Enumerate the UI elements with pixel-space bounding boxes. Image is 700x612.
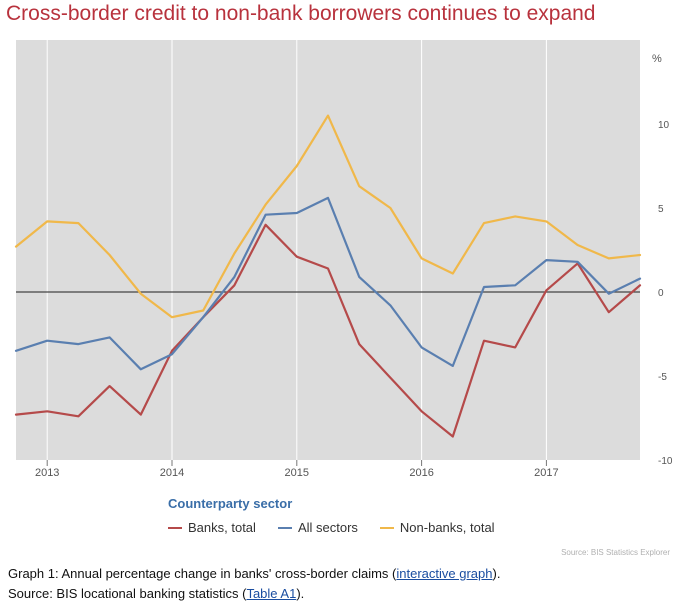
chart-title: Cross-border credit to non-bank borrower…	[6, 2, 596, 25]
plot-area	[16, 40, 640, 460]
series-line-all-sectors	[14, 196, 642, 371]
y-tick-label: 10	[658, 120, 670, 131]
line-chart: -10 -5 0 5 10 2013 2014 2015 2016 2017 %	[14, 40, 673, 479]
x-tick-label: 2015	[285, 467, 309, 479]
interactive-graph-link[interactable]: interactive graph	[396, 566, 493, 581]
series-layer	[14, 114, 642, 438]
legend-swatch-all-sectors	[277, 526, 292, 529]
legend-label-non-banks: Non-banks, total	[399, 520, 495, 535]
legend-item-banks: Banks, total	[168, 520, 256, 535]
x-tick-label: 2017	[534, 467, 558, 479]
legend-swatch-banks	[168, 526, 182, 529]
caption-line-2: Source: BIS locational banking statistic…	[8, 584, 500, 604]
caption-line-1-suffix: ).	[492, 566, 501, 581]
x-tick-label: 2014	[160, 467, 184, 479]
caption-line-2-text: Source: BIS locational banking statistic…	[8, 586, 247, 601]
legend: Banks, total All sectors Non-banks, tota…	[168, 520, 495, 535]
y-tick-label: 0	[658, 288, 664, 299]
caption-line-1: Graph 1: Annual percentage change in ban…	[8, 564, 500, 584]
legend-label-all-sectors: All sectors	[297, 520, 358, 535]
x-axis-ticks: 2013 2014 2015 2016 2017	[35, 460, 559, 479]
legend-item-all-sectors: All sectors	[277, 520, 358, 535]
legend-item-non-banks: Non-banks, total	[379, 520, 495, 535]
legend-title: Counterparty sector	[168, 496, 293, 511]
x-tick-label: 2016	[409, 467, 433, 479]
grid-lines	[46, 40, 547, 460]
series-line-banks-total	[14, 223, 642, 438]
y-tick-label: 5	[658, 204, 664, 215]
y-tick-label: -5	[658, 372, 667, 383]
x-tick-label: 2013	[35, 467, 59, 479]
plot-background	[16, 40, 640, 460]
legend-label-banks: Banks, total	[188, 520, 256, 535]
table-a1-link[interactable]: Table A1	[246, 586, 297, 601]
series-line-non-banks-total	[14, 114, 642, 319]
y-tick-label: -10	[658, 456, 673, 467]
caption: Graph 1: Annual percentage change in ban…	[8, 564, 500, 604]
legend-swatch-non-banks	[379, 526, 394, 529]
source-note: Source: BIS Statistics Explorer	[561, 548, 670, 557]
y-axis-ticks: -10 -5 0 5 10	[658, 120, 673, 467]
y-axis-unit: %	[652, 53, 662, 65]
caption-line-1-text: Graph 1: Annual percentage change in ban…	[8, 566, 397, 581]
caption-line-2-suffix: ).	[296, 586, 305, 601]
